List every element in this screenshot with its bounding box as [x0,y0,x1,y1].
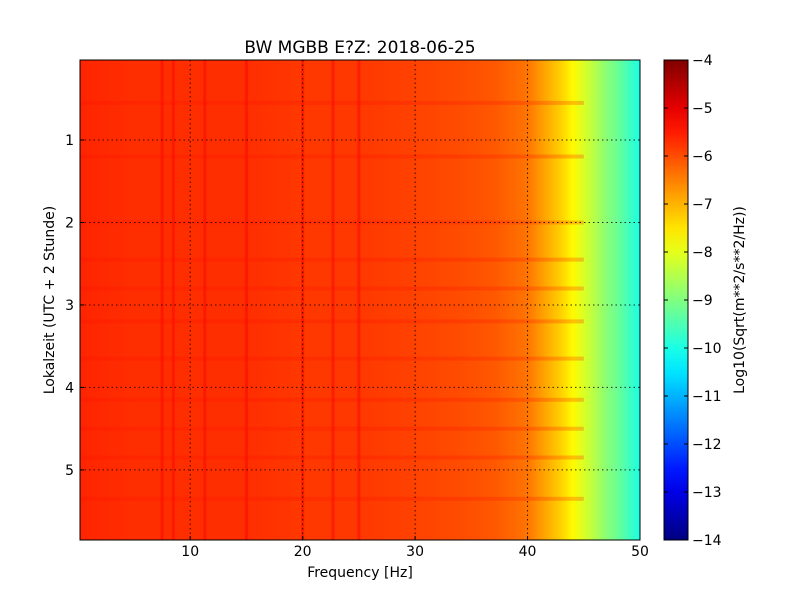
plot-frame [79,59,641,541]
colorbar-label: Log10(Sqrt(m**2/s**2/Hz)) [732,206,748,394]
time-band [80,286,584,291]
colorbar-tick-label: −8 [692,245,713,261]
colorbar-ticks: −4 −5 −6 −7 −8 −9 −10 −11 −12 −13 −14 [664,53,722,549]
time-band [80,455,584,460]
colorbar-tick-label: −5 [692,101,713,117]
time-band [80,426,584,431]
time-band [80,397,584,402]
x-tick-label: 50 [631,544,649,560]
x-tick-label: 40 [519,544,537,560]
time-band [80,496,584,501]
time-band [80,100,584,105]
spectral-line [331,60,335,540]
colorbar-tick-label: −9 [692,293,713,309]
time-band [80,154,584,159]
colorbar-tick-label: −13 [692,485,722,501]
y-axis-label: Lokalzeit (UTC + 2 Stunde) [42,206,58,395]
time-band [80,220,584,225]
colorbar-tick-label: −10 [692,341,722,357]
x-tick-label: 20 [294,544,312,560]
spectral-line [160,60,164,540]
y-tick-label: 4 [65,380,74,396]
x-tick-label: 30 [406,544,424,560]
y-tick-label: 1 [65,133,74,149]
y-tick-label: 5 [65,463,74,479]
x-axis-ticks: 10 20 30 40 50 [181,536,649,560]
y-tick-label: 3 [65,298,74,314]
spectral-line [203,60,207,540]
colorbar-tick-label: −11 [692,389,722,405]
grid-lines [80,60,640,540]
x-tick-label: 10 [181,544,199,560]
colorbar-tick-label: −12 [692,437,722,453]
colorbar-tick-label: −7 [692,197,713,213]
y-tick-label: 2 [65,215,74,231]
time-band [80,257,584,262]
time-band [80,319,584,324]
y-axis-ticks: 1 2 3 4 5 [65,133,84,479]
colorbar-tick-label: −4 [692,53,713,69]
spectral-line [171,60,175,540]
colorbar-tick-label: −6 [692,149,713,165]
plot-area [79,59,641,541]
colorbar: −4 −5 −6 −7 −8 −9 −10 −11 −12 −13 −14 Log10(Sqrt(m… [663,53,748,549]
time-band [80,356,584,361]
chart-title: BW MGBB E?Z: 2018-06-25 [244,38,475,58]
colorbar-tick-label: −14 [692,533,722,549]
spectral-line [244,60,248,540]
spectral-line [357,60,361,540]
x-axis-label: Frequency [Hz] [307,565,413,581]
